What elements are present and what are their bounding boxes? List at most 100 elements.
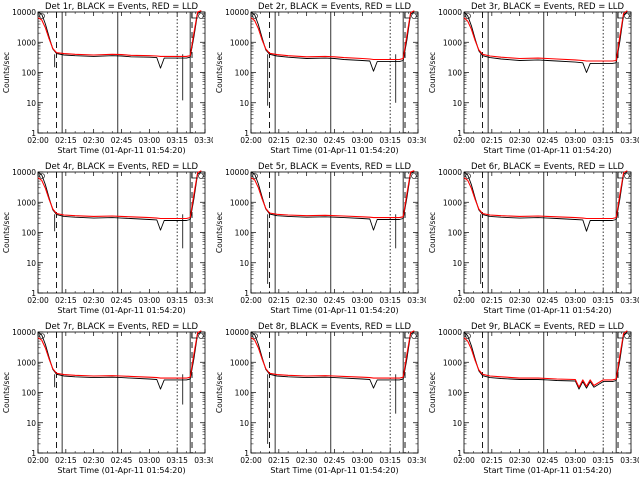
- corner-circle-mark-left: [465, 13, 471, 19]
- plot-frame: [37, 171, 206, 294]
- x-axis-label: Start Time (01-Apr-11 01:54:20): [483, 146, 611, 155]
- detector-panel-2: Det 2r, BLACK = Events, RED = LLD 1 10 100 1…: [213, 0, 429, 165]
- x-tick-label: 02:00: [27, 296, 49, 305]
- y-tick-label: 1: [244, 449, 249, 458]
- detector-chart-7: Det 7r, BLACK = Events, RED = LLD 1 10 100 1…: [2, 322, 216, 475]
- detector-panel-7: Det 7r, BLACK = Events, RED = LLD 1 10 100 1…: [0, 320, 216, 485]
- x-tick-label: 02:15: [481, 456, 503, 465]
- y-tick-label: 1000: [443, 358, 462, 367]
- y-tick-label: 100: [22, 229, 37, 238]
- y-axis-label: Counts/sec: [215, 372, 224, 413]
- plot-frame: [37, 331, 206, 454]
- series-line-lld: [463, 170, 628, 220]
- y-tick-label: 100: [22, 69, 37, 78]
- detector-panel-9: Det 9r, BLACK = Events, RED = LLD 1 10 100 1…: [426, 320, 640, 485]
- x-tick-label: 03:15: [166, 296, 188, 305]
- detector-chart-5: Det 5r, BLACK = Events, RED = LLD 1 10 100 1…: [215, 162, 429, 315]
- x-tick-label: 02:30: [509, 136, 531, 145]
- y-axis-label: Counts/sec: [2, 52, 11, 93]
- y-tick-label: 10000: [225, 8, 249, 17]
- x-tick-label: 02:45: [111, 136, 133, 145]
- x-tick-label: 02:15: [268, 456, 290, 465]
- y-tick-label: 1000: [230, 358, 249, 367]
- x-axis-label: Start Time (01-Apr-11 01:54:20): [57, 466, 185, 475]
- corner-circle-mark-left: [252, 333, 258, 339]
- y-tick-label: 100: [448, 389, 463, 398]
- chart-title: Det 1r, BLACK = Events, RED = LLD: [45, 2, 199, 12]
- y-tick-label: 10: [239, 99, 249, 108]
- y-tick-label: 10000: [12, 328, 36, 337]
- chart-title: Det 9r, BLACK = Events, RED = LLD: [471, 322, 625, 332]
- x-tick-label: 02:45: [324, 456, 346, 465]
- chart-title: Det 3r, BLACK = Events, RED = LLD: [471, 2, 625, 12]
- detector-panel-6: Det 6r, BLACK = Events, RED = LLD 1 10 100 1…: [426, 160, 640, 325]
- y-tick-label: 10: [239, 419, 249, 428]
- y-tick-label: 1000: [230, 38, 249, 47]
- x-tick-label: 03:15: [592, 296, 614, 305]
- x-tick-label: 02:45: [324, 136, 346, 145]
- y-tick-label: 100: [448, 229, 463, 238]
- y-tick-label: 1: [244, 289, 249, 298]
- y-tick-label: 10000: [438, 8, 462, 17]
- x-tick-label: 02:15: [55, 456, 77, 465]
- x-tick-label: 03:00: [565, 456, 587, 465]
- detector-chart-6: Det 6r, BLACK = Events, RED = LLD 1 10 100 1…: [428, 162, 640, 315]
- x-tick-label: 02:15: [481, 296, 503, 305]
- chart-title: Det 2r, BLACK = Events, RED = LLD: [258, 2, 412, 12]
- x-tick-label: 03:30: [407, 296, 426, 305]
- y-tick-label: 1: [31, 449, 36, 458]
- detector-chart-9: Det 9r, BLACK = Events, RED = LLD 1 10 100 1…: [428, 322, 640, 475]
- y-axis-label: Counts/sec: [215, 212, 224, 253]
- x-tick-label: 02:15: [268, 136, 290, 145]
- corner-mark: [191, 13, 198, 19]
- x-tick-label: 03:30: [194, 296, 213, 305]
- corner-circle-mark-left: [465, 173, 471, 179]
- y-tick-label: 10000: [225, 168, 249, 177]
- series-line-lld: [250, 10, 415, 61]
- x-axis-label: Start Time (01-Apr-11 01:54:20): [57, 306, 185, 315]
- y-axis-label: Counts/sec: [428, 372, 437, 413]
- plot-frame: [463, 171, 632, 294]
- corner-mark: [617, 173, 624, 179]
- y-tick-label: 10000: [12, 8, 36, 17]
- x-tick-label: 03:00: [352, 136, 374, 145]
- x-tick-label: 03:00: [139, 136, 161, 145]
- x-tick-label: 02:30: [296, 136, 318, 145]
- y-tick-label: 10: [26, 259, 36, 268]
- x-tick-label: 02:45: [111, 296, 133, 305]
- y-tick-label: 10: [452, 99, 462, 108]
- detector-panel-5: Det 5r, BLACK = Events, RED = LLD 1 10 100 1…: [213, 160, 429, 325]
- x-tick-label: 03:30: [620, 136, 639, 145]
- x-tick-label: 02:30: [509, 456, 531, 465]
- x-tick-label: 02:00: [240, 296, 262, 305]
- x-tick-label: 02:15: [481, 136, 503, 145]
- y-tick-label: 10: [452, 259, 462, 268]
- y-tick-label: 1: [31, 289, 36, 298]
- corner-circle-mark-left: [39, 13, 45, 19]
- corner-mark: [404, 13, 411, 19]
- y-tick-label: 1000: [443, 38, 462, 47]
- x-axis-label: Start Time (01-Apr-11 01:54:20): [270, 306, 398, 315]
- y-tick-label: 10000: [225, 328, 249, 337]
- corner-circle-mark-left: [252, 13, 258, 19]
- y-tick-label: 10000: [12, 168, 36, 177]
- x-tick-label: 03:00: [565, 136, 587, 145]
- corner-mark: [191, 333, 198, 339]
- detector-chart-8: Det 8r, BLACK = Events, RED = LLD 1 10 100 1…: [215, 322, 429, 475]
- corner-mark: [404, 333, 411, 339]
- y-tick-label: 10: [26, 99, 36, 108]
- corner-circle-mark-left: [39, 173, 45, 179]
- x-tick-label: 02:00: [240, 136, 262, 145]
- series-line-lld: [37, 10, 202, 57]
- x-tick-label: 03:15: [592, 456, 614, 465]
- x-tick-label: 02:00: [453, 456, 475, 465]
- series-line-lld: [37, 330, 202, 379]
- x-tick-label: 02:30: [83, 296, 105, 305]
- x-tick-label: 02:45: [324, 296, 346, 305]
- x-tick-label: 03:00: [352, 456, 374, 465]
- plot-frame: [250, 331, 419, 454]
- series-line-lld: [37, 170, 202, 220]
- y-tick-label: 100: [235, 229, 250, 238]
- x-tick-label: 02:30: [83, 136, 105, 145]
